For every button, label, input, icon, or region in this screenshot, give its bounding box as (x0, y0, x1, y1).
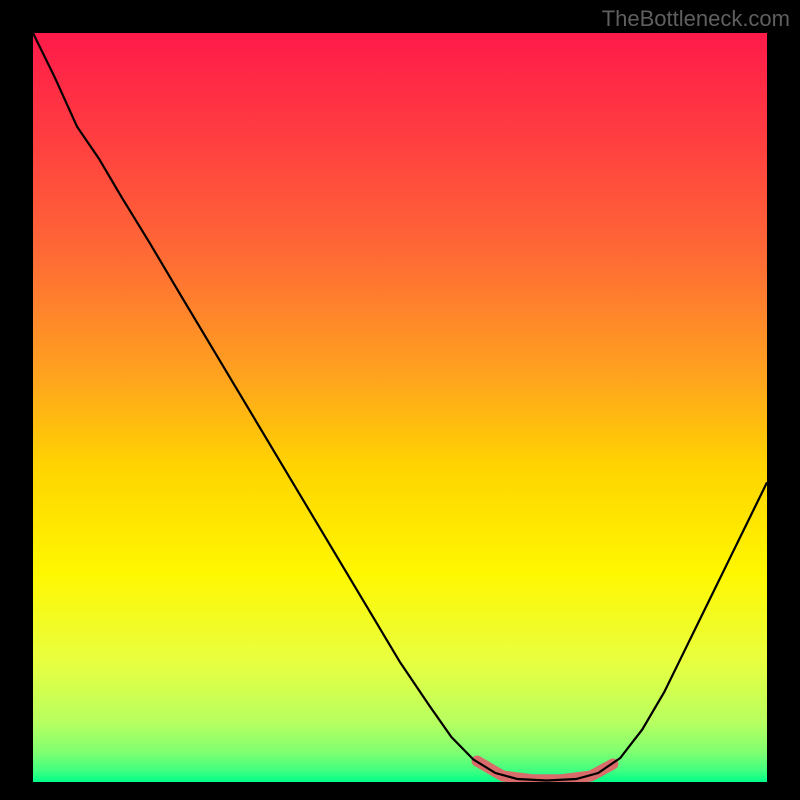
plot-area (33, 33, 767, 782)
curve-overlay (33, 33, 767, 782)
watermark-text: TheBottleneck.com (602, 6, 790, 32)
highlight-segment (477, 761, 613, 780)
bottleneck-curve (33, 33, 767, 781)
chart-container: TheBottleneck.com (0, 0, 800, 800)
